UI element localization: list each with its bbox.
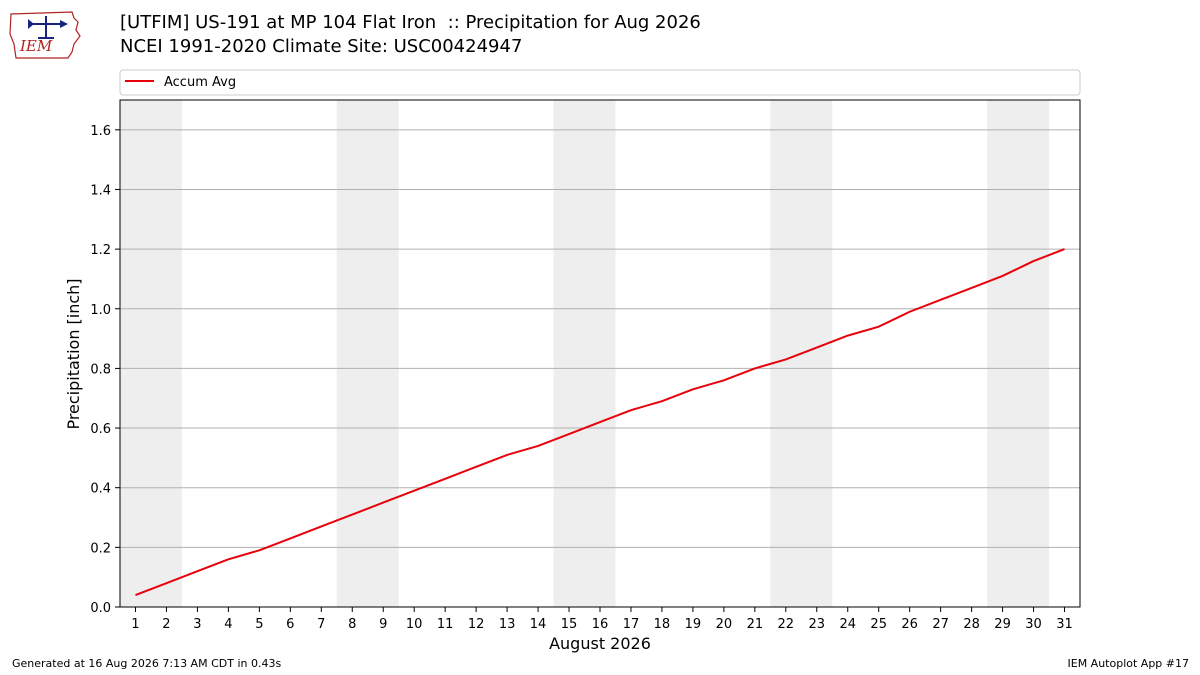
x-tick-label: 21 (747, 617, 764, 632)
series-layer (135, 248, 1065, 597)
x-tick-label: 24 (839, 617, 856, 632)
y-axis-ticks: 0.0 0.2 0.4 0.6 0.8 1.0 1.2 1.4 1.6 (90, 124, 120, 616)
x-tick-label: 10 (406, 617, 423, 632)
x-tick-label: 11 (437, 617, 454, 632)
y-axis-label: Precipitation [inch] (64, 278, 83, 429)
x-tick-label: 17 (623, 617, 640, 632)
chart-subtitle: NCEI 1991-2020 Climate Site: USC00424947 (120, 36, 523, 57)
x-tick-label: 1 (131, 617, 139, 632)
weekend-band (987, 100, 1050, 607)
legend-label-accum-avg: Accum Avg (164, 75, 236, 90)
weekend-bands (120, 100, 1050, 607)
x-tick-label: 13 (499, 617, 516, 632)
chart-title: [UTFIM] US-191 at MP 104 Flat Iron :: Pr… (120, 12, 701, 33)
logo-text: IEM (19, 37, 53, 55)
y-tick-label: 0.6 (90, 422, 111, 437)
weekend-band (553, 100, 616, 607)
x-tick-label: 16 (592, 617, 609, 632)
x-tick-label: 25 (870, 617, 887, 632)
x-tick-label: 29 (994, 617, 1011, 632)
y-tick-label: 1.2 (90, 243, 111, 258)
legend: Accum Avg (119, 69, 1081, 96)
x-tick-label: 15 (561, 617, 578, 632)
x-tick-label: 14 (530, 617, 547, 632)
y-tick-label: 0.8 (90, 362, 111, 377)
x-tick-label: 19 (685, 617, 702, 632)
generated-timestamp: Generated at 16 Aug 2026 7:13 AM CDT in … (12, 657, 282, 670)
x-tick-label: 18 (654, 617, 671, 632)
x-axis-label: August 2026 (549, 634, 651, 653)
x-tick-label: 31 (1056, 617, 1073, 632)
app-credit: IEM Autoplot App #17 (1067, 657, 1190, 670)
x-tick-label: 5 (255, 617, 263, 632)
x-tick-label: 23 (809, 617, 826, 632)
y-tick-label: 0.4 (90, 482, 111, 497)
y-tick-label: 1.0 (90, 303, 111, 318)
x-tick-label: 30 (1025, 617, 1042, 632)
x-tick-label: 9 (379, 617, 387, 632)
x-tick-label: 6 (286, 617, 294, 632)
vane-arrow (60, 20, 68, 28)
x-tick-label: 7 (317, 617, 325, 632)
legend-box (119, 69, 1081, 96)
x-tick-label: 22 (778, 617, 795, 632)
x-tick-label: 27 (932, 617, 949, 632)
y-tick-label: 1.6 (90, 124, 111, 139)
vane-tail (28, 19, 34, 29)
x-tick-label: 8 (348, 617, 356, 632)
iem-logo-icon: IEM (9, 11, 81, 59)
x-tick-label: 26 (901, 617, 918, 632)
x-tick-label: 4 (224, 617, 232, 632)
y-tick-label: 1.4 (90, 183, 111, 198)
y-tick-label: 0.2 (90, 541, 111, 556)
y-tick-label: 0.0 (90, 601, 111, 616)
weekend-band (336, 100, 399, 607)
x-tick-label: 20 (716, 617, 733, 632)
x-tick-label: 28 (963, 617, 980, 632)
x-tick-label: 2 (162, 617, 170, 632)
weekend-band (120, 100, 182, 607)
grid-lines (120, 129, 1080, 548)
x-axis-ticks: 1 2 3 4 5 6 7 8 9 10 11 12 13 14 15 16 17 18 19 20 21 22 23 24 2… (131, 607, 1073, 632)
x-tick-label: 12 (468, 617, 485, 632)
x-tick-label: 3 (193, 617, 201, 632)
